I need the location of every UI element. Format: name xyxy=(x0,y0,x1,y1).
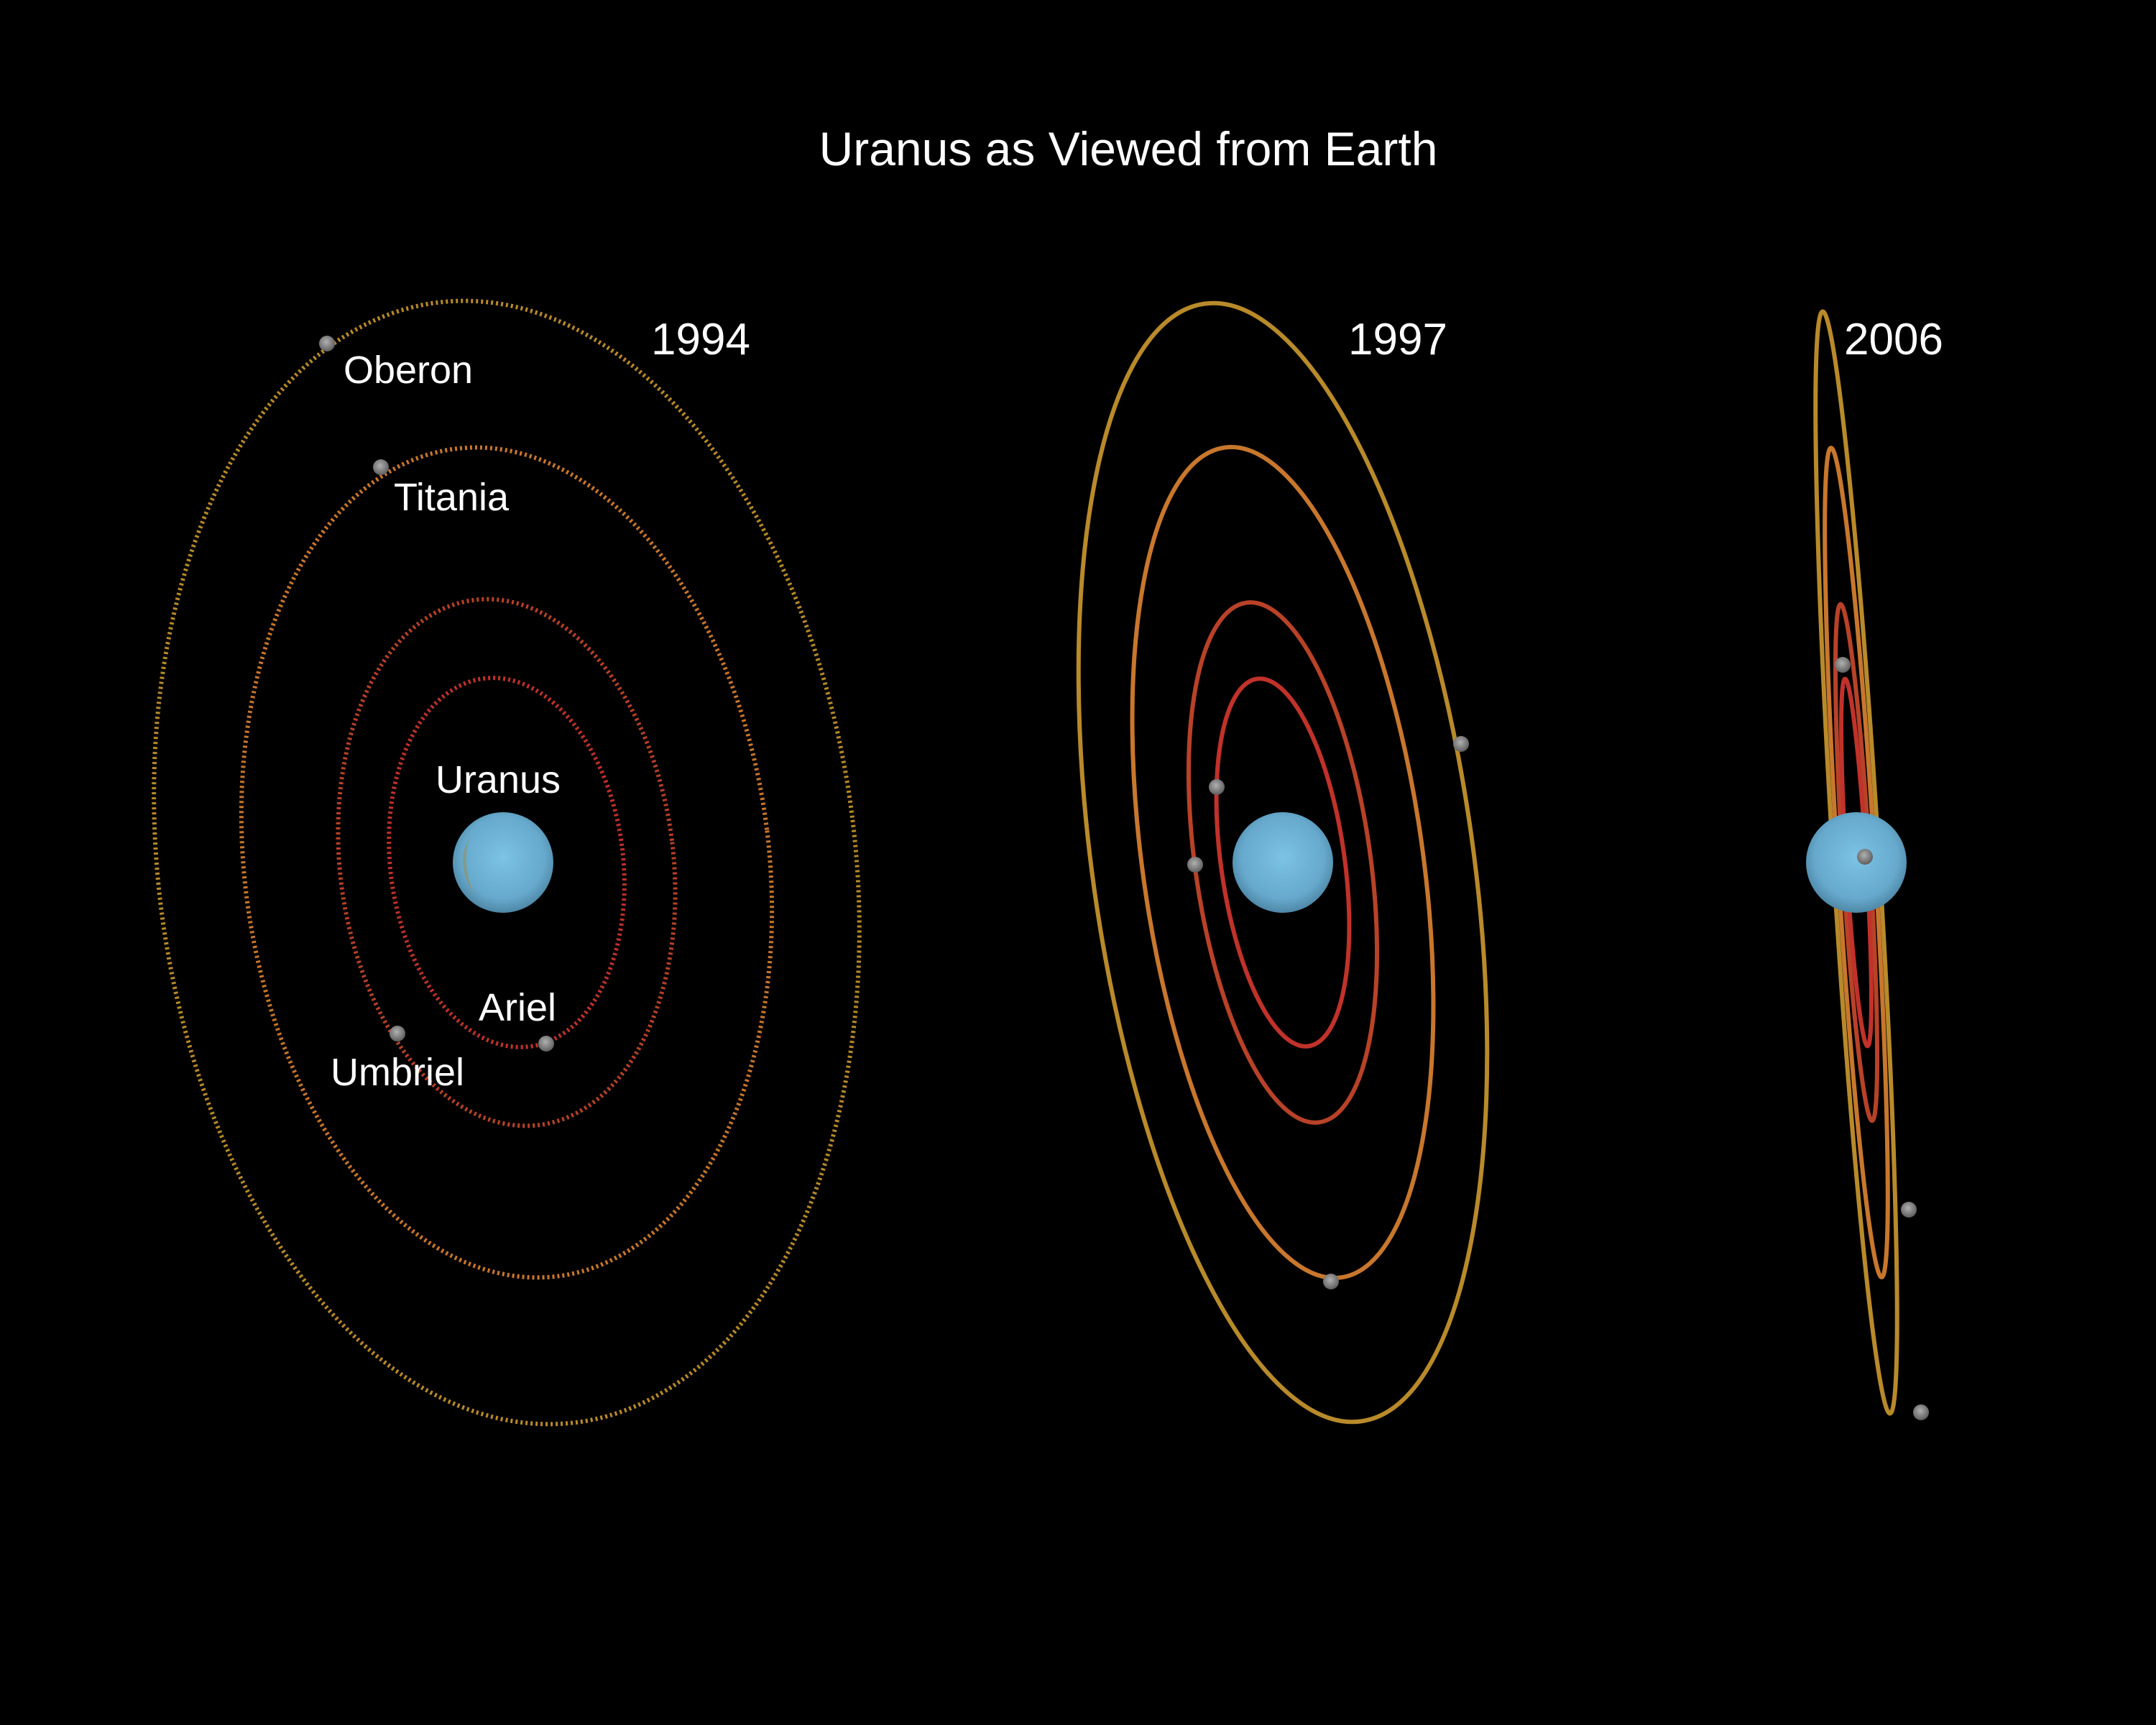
moon-umbriel xyxy=(1835,657,1851,673)
orbit-oberon xyxy=(1076,300,1490,1425)
moon-oberon xyxy=(319,336,335,351)
label-ariel: Ariel xyxy=(479,986,556,1029)
orbit-ariel xyxy=(387,676,627,1049)
orbit-titania xyxy=(239,445,775,1280)
moon-titania xyxy=(1901,1202,1917,1218)
moon-titania xyxy=(1323,1274,1339,1289)
year-label-2006: 2006 xyxy=(1844,315,1943,364)
panel-2006: 2006 xyxy=(1806,309,1943,1420)
moon-ariel xyxy=(538,1036,554,1052)
panel-1997: 1997 xyxy=(1076,300,1490,1425)
label-titania: Titania xyxy=(394,476,510,519)
year-label-1997: 1997 xyxy=(1348,315,1447,364)
moon-umbriel xyxy=(390,1026,405,1041)
moon-ariel xyxy=(1187,857,1203,873)
diagram-title: Uranus as Viewed from Earth xyxy=(819,122,1438,175)
label-oberon: Oberon xyxy=(344,349,473,392)
orbit-umbriel xyxy=(336,597,678,1128)
orbits-1997 xyxy=(1076,300,1490,1425)
year-label-1994: 1994 xyxy=(651,315,750,364)
label-umbriel: Umbriel xyxy=(331,1051,464,1094)
moon-titania xyxy=(373,459,389,475)
label-uranus: Uranus xyxy=(436,758,561,801)
uranus-planet xyxy=(1806,812,1907,913)
orbit-titania xyxy=(1130,445,1436,1280)
moon-umbriel xyxy=(1209,779,1225,795)
uranus-shading xyxy=(463,834,474,895)
uranus-planet xyxy=(1233,812,1333,913)
orbit-ariel xyxy=(1214,676,1352,1049)
moon-ariel xyxy=(1857,849,1873,865)
uranus-planet xyxy=(453,812,553,913)
moon-oberon xyxy=(1453,736,1469,752)
moon-oberon xyxy=(1913,1404,1929,1420)
